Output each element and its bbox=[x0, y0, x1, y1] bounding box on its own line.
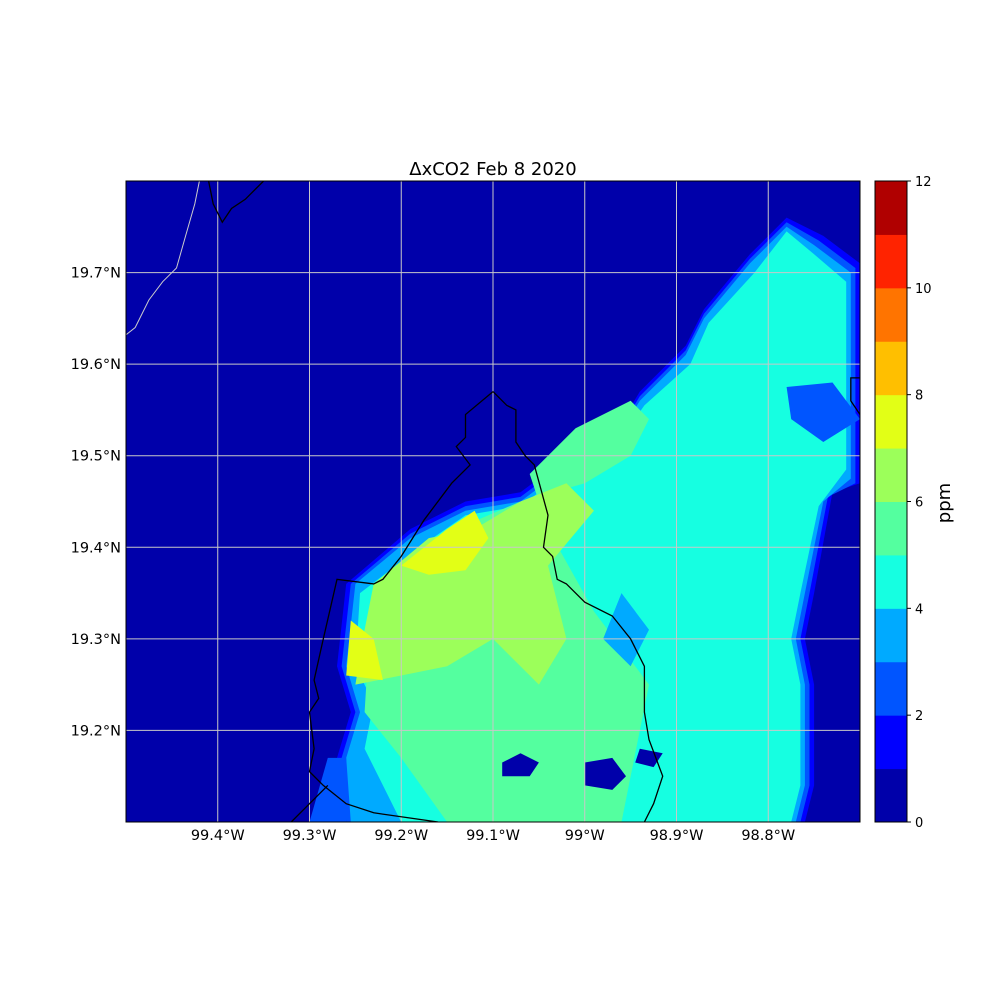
boundary-line bbox=[308, 391, 494, 822]
boundary-line bbox=[850, 377, 860, 415]
contour-region bbox=[603, 593, 649, 667]
colorbar-segment bbox=[875, 768, 907, 823]
contour-region bbox=[346, 620, 383, 681]
colorbar-tick-label: 8 bbox=[915, 389, 923, 404]
colorbar-segment bbox=[875, 181, 907, 235]
colorbar-segment bbox=[875, 554, 907, 609]
map-frame bbox=[125, 180, 861, 823]
y-tick-label: 19.6°N bbox=[71, 357, 121, 373]
contour-region bbox=[786, 382, 860, 442]
colorbar-segment bbox=[875, 661, 907, 716]
contour-region bbox=[309, 757, 347, 822]
colorbar-tick-label: 2 bbox=[915, 709, 923, 724]
colorbar-label: ppm bbox=[934, 483, 955, 523]
contour-region bbox=[584, 757, 626, 790]
x-tick-label: 99.3°W bbox=[283, 828, 337, 844]
x-tick-label: 99.2°W bbox=[374, 828, 428, 844]
y-tick-label: 19.7°N bbox=[71, 266, 121, 282]
colorbar-tick-label: 6 bbox=[915, 496, 923, 511]
boundary-line bbox=[207, 181, 265, 224]
colorbar-tick-label: 0 bbox=[915, 816, 923, 831]
colorbar-segment bbox=[875, 394, 907, 449]
colorbar-segment bbox=[875, 287, 907, 342]
x-tick-label: 98.9°W bbox=[650, 828, 704, 844]
chart-title: ΔxCO2 Feb 8 2020 bbox=[409, 159, 576, 180]
colorbar-segment bbox=[875, 608, 907, 663]
x-tick-label: 98.8°W bbox=[741, 828, 795, 844]
y-tick-label: 19.4°N bbox=[71, 540, 121, 556]
colorbar-segment bbox=[875, 448, 907, 502]
colorbar-tick-label: 4 bbox=[915, 602, 923, 617]
colorbar: 0 2 4 6 8 10 12 bbox=[874, 175, 932, 831]
colorbar-tick-label: 10 bbox=[915, 282, 932, 297]
y-tick-label: 19.5°N bbox=[71, 449, 121, 465]
colorbar-segment bbox=[875, 234, 907, 289]
y-tick-label: 19.2°N bbox=[71, 723, 121, 739]
x-tick-label: 99.4°W bbox=[191, 828, 245, 844]
contour-fills bbox=[309, 217, 860, 822]
contour-region bbox=[502, 753, 539, 777]
boundary-line bbox=[126, 181, 200, 336]
contour-region bbox=[635, 748, 663, 768]
x-tick-label: 99°W bbox=[565, 828, 605, 844]
y-axis-ticks: 19.2°N 19.3°N 19.4°N 19.5°N 19.6°N 19.7°N bbox=[71, 266, 121, 740]
boundary-line bbox=[492, 391, 664, 822]
boundary-lines bbox=[126, 181, 860, 822]
colorbar-tick-label: 12 bbox=[915, 175, 932, 190]
colorbar-segment bbox=[875, 715, 907, 770]
x-axis-ticks: 99.4°W 99.3°W 99.2°W 99.1°W 99°W 98.9°W 98.8°W bbox=[191, 828, 795, 844]
boundary-line bbox=[290, 784, 329, 822]
colorbar-segment bbox=[875, 341, 907, 396]
x-tick-label: 99.1°W bbox=[466, 828, 520, 844]
colorbar-segment bbox=[875, 501, 907, 556]
y-tick-label: 19.3°N bbox=[71, 632, 121, 648]
contour-region bbox=[355, 483, 594, 685]
contour-region bbox=[401, 510, 489, 575]
